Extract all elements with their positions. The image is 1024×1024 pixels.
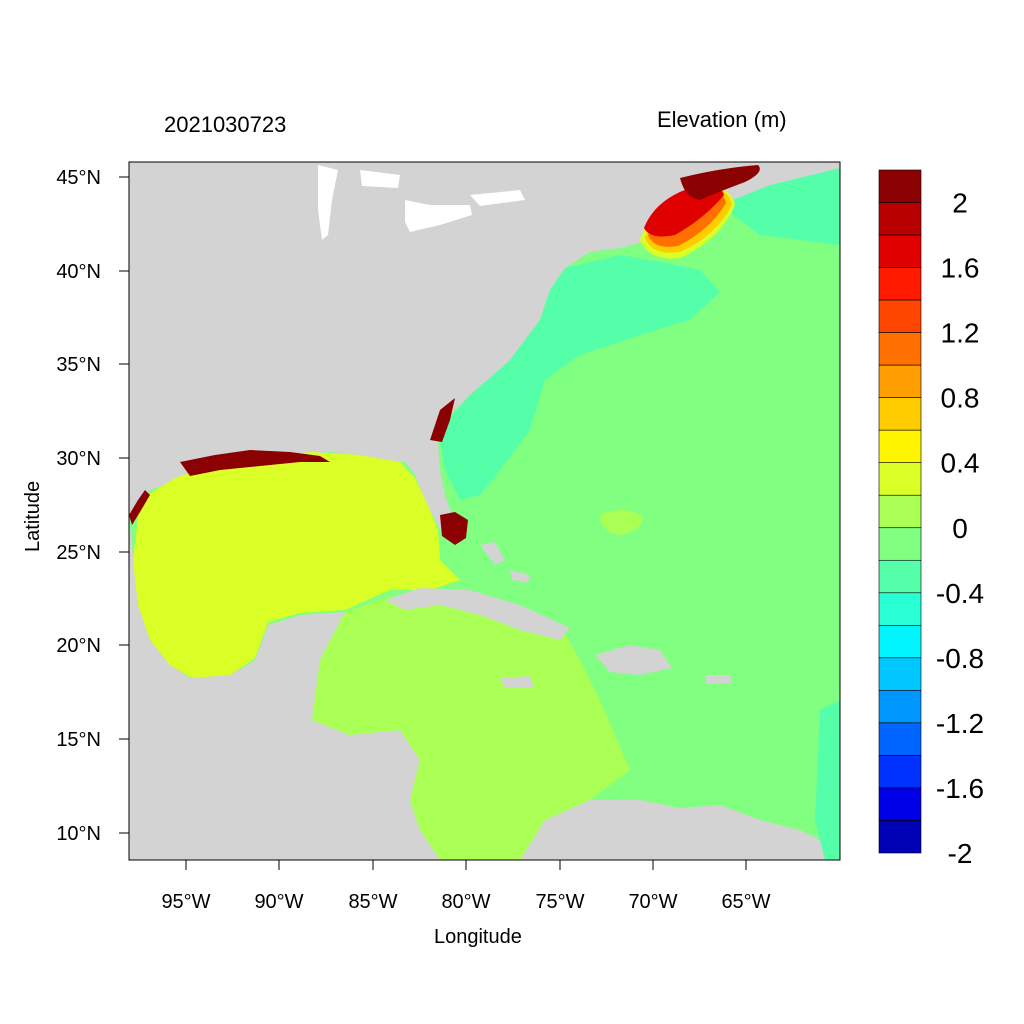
colorbar-swatch [878, 169, 922, 203]
colorbar-label: -1.2 [936, 708, 984, 739]
colorbar-swatch [878, 364, 922, 398]
colorbar-swatch [878, 625, 922, 659]
colorbar-label: 1.6 [941, 253, 980, 284]
plot-frame [128, 161, 841, 861]
colorbar-swatch [878, 820, 922, 854]
colorbar-swatch [878, 234, 922, 268]
colorbar-label: -1.6 [936, 773, 984, 804]
bahamas-islands [480, 542, 530, 583]
colorbar-swatch [878, 787, 922, 821]
mexico-central-america-land [129, 520, 440, 860]
colorbar-swatch [878, 332, 922, 366]
colorbar-swatch [878, 690, 922, 724]
gulf-of-mexico [133, 452, 460, 678]
x-tick-label: 95°W [161, 891, 210, 913]
north-america-land [129, 162, 840, 540]
colorbar-swatch [878, 202, 922, 236]
y-tick-label: 10°N [56, 823, 101, 845]
colorbar-swatch [878, 429, 922, 464]
y-tick-label: 30°N [56, 448, 101, 470]
x-axis-title: Longitude [434, 926, 522, 948]
colorbar-swatch [878, 462, 922, 496]
colorbar-label: 0 [952, 513, 968, 544]
coastal-surge-east [430, 398, 455, 442]
colorbar-swatch [878, 559, 922, 594]
colorbar: 2 1.6 1.2 0.8 0.4 0 -0.4 -0.8 -1.2 -1.6 -2 [878, 169, 984, 869]
x-tick-label: 85°W [348, 891, 397, 913]
coastal-surge-texas [129, 490, 150, 525]
timestamp-label: 2021030723 [164, 112, 287, 137]
great-lakes [318, 165, 525, 240]
hispaniola-land [595, 645, 672, 675]
colorbar-swatch [878, 657, 922, 691]
colorbar-label: 0.8 [941, 383, 980, 414]
x-tick-label: 65°W [721, 891, 770, 913]
colorbar-label: -2 [948, 838, 973, 869]
x-tick-label: 70°W [628, 891, 677, 913]
y-tick-label: 15°N [56, 729, 101, 751]
colorbar-swatch [878, 267, 922, 301]
y-tick-label: 45°N [56, 167, 101, 189]
colorbar-label: -0.8 [936, 643, 984, 674]
coastal-surge-gulf [180, 450, 330, 476]
colorbar-label: 1.2 [941, 318, 980, 349]
y-tick-label: 20°N [56, 635, 101, 657]
x-tick-label: 75°W [535, 891, 584, 913]
colorbar-swatch [878, 299, 922, 333]
colorbar-swatch [878, 494, 922, 529]
caribbean-sea [312, 590, 630, 860]
map-layers [129, 162, 840, 860]
x-tick-label: 80°W [441, 891, 490, 913]
lesser-antilles-water [815, 700, 840, 860]
colorbar-label: -0.4 [936, 578, 984, 609]
atlantic-shelf-northeast [720, 168, 840, 245]
colorbar-swatch [878, 722, 922, 756]
atlantic-eddy [600, 510, 643, 535]
south-america-land [520, 800, 840, 860]
colorbar-swatch [878, 527, 922, 561]
colorbar-swatch [878, 592, 922, 626]
surge-contour-5 [680, 165, 760, 200]
colorbar-swatch [878, 397, 922, 431]
jamaica-land [500, 676, 534, 688]
florida-surge [440, 512, 468, 545]
y-tick-label: 35°N [56, 354, 101, 376]
y-tick-label: 25°N [56, 542, 101, 564]
x-axis-ticks: 95°W 90°W 85°W 80°W 75°W 70°W 65°W [161, 860, 771, 913]
y-tick-label: 40°N [56, 261, 101, 283]
atlantic-shelf-water [440, 255, 720, 500]
x-tick-label: 90°W [254, 891, 303, 913]
puerto-rico-land [705, 675, 732, 684]
cuba-land [385, 588, 570, 640]
colorbar-swatch [878, 755, 922, 789]
y-axis-ticks: 45°N 40°N 35°N 30°N 25°N 20°N 15°N 10°N [56, 167, 129, 845]
variable-label: Elevation (m) [657, 107, 787, 132]
colorbar-label: 0.4 [941, 448, 980, 479]
colorbar-label: 2 [952, 188, 968, 219]
